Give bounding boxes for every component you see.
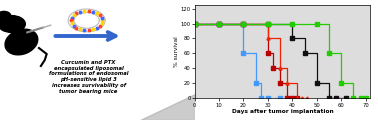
Circle shape	[0, 11, 11, 20]
Ellipse shape	[5, 29, 38, 55]
Y-axis label: % survival: % survival	[174, 36, 179, 67]
Polygon shape	[140, 94, 195, 120]
Circle shape	[0, 16, 25, 32]
Text: Curcumin and PTX
encapsulated liposomal
formulations of endosomal
pH-sensitive l: Curcumin and PTX encapsulated liposomal …	[49, 60, 128, 94]
X-axis label: Days after tumor implantation: Days after tumor implantation	[232, 109, 333, 114]
